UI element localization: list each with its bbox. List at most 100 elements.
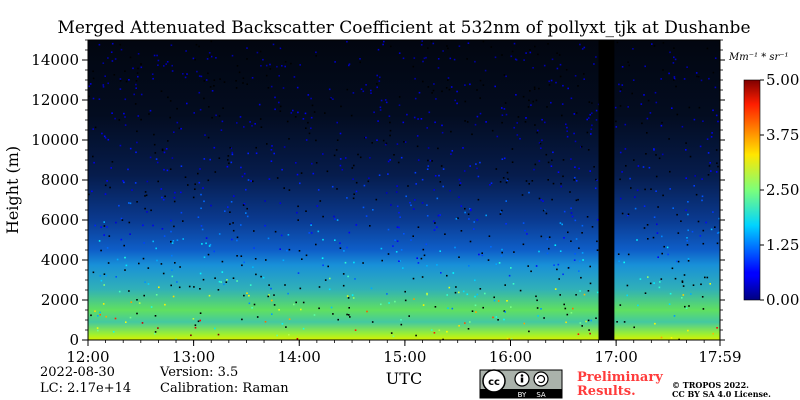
- speckle-point: [160, 263, 163, 265]
- speckle-point: [173, 200, 176, 203]
- speckle-point: [129, 147, 132, 150]
- speckle-point: [451, 150, 454, 152]
- speckle-point: [467, 42, 470, 44]
- speckle-point: [337, 318, 339, 321]
- speckle-point: [573, 179, 575, 181]
- speckle-point: [111, 112, 113, 114]
- speckle-point: [208, 294, 211, 297]
- speckle-point: [100, 249, 102, 252]
- speckle-point: [501, 114, 504, 116]
- speckle-point: [355, 224, 358, 226]
- speckle-point: [458, 45, 461, 47]
- speckle-point: [619, 151, 622, 154]
- speckle-point: [246, 47, 248, 49]
- speckle-point: [645, 153, 647, 155]
- speckle-point: [131, 189, 133, 191]
- speckle-point: [281, 168, 283, 171]
- speckle-point: [389, 134, 391, 137]
- speckle-point: [124, 70, 126, 72]
- speckle-point: [161, 196, 163, 199]
- speckle-point: [172, 240, 175, 242]
- cc-license-badge: cc BY SA: [479, 369, 563, 399]
- speckle-point: [505, 200, 507, 202]
- speckle-point: [173, 196, 176, 199]
- speckle-point: [339, 164, 342, 167]
- speckle-point: [336, 188, 338, 190]
- speckle-point: [271, 299, 273, 302]
- speckle-point: [661, 153, 664, 156]
- speckle-point: [287, 234, 290, 236]
- speckle-point: [475, 311, 477, 313]
- speckle-point: [503, 157, 506, 160]
- speckle-point: [398, 96, 401, 98]
- speckle-point: [262, 58, 264, 61]
- speckle-point: [433, 332, 436, 334]
- speckle-point: [102, 62, 105, 64]
- speckle-point: [198, 181, 201, 184]
- speckle-point: [628, 64, 630, 67]
- x-tick-label: 13:00: [172, 348, 215, 366]
- speckle-point: [445, 87, 448, 89]
- speckle-point: [616, 41, 619, 44]
- speckle-point: [359, 61, 361, 64]
- speckle-point: [567, 231, 569, 234]
- speckle-point: [464, 84, 466, 86]
- speckle-point: [416, 257, 418, 259]
- speckle-point: [588, 329, 590, 331]
- speckle-point: [596, 240, 598, 243]
- speckle-point: [545, 212, 548, 215]
- speckle-point: [462, 147, 464, 149]
- speckle-point: [369, 225, 371, 227]
- speckle-point: [109, 186, 111, 189]
- speckle-point: [453, 58, 456, 61]
- speckle-point: [566, 130, 568, 132]
- colorbar-tick-label: 1.25: [766, 236, 799, 254]
- speckle-point: [421, 276, 424, 278]
- speckle-point: [475, 163, 477, 165]
- speckle-point: [627, 253, 630, 256]
- speckle-point: [442, 338, 444, 340]
- speckle-point: [203, 158, 206, 160]
- speckle-point: [297, 272, 300, 274]
- speckle-point: [666, 246, 669, 249]
- speckle-point: [566, 126, 568, 129]
- speckle-point: [552, 182, 555, 185]
- speckle-point: [533, 168, 535, 171]
- speckle-point: [618, 83, 620, 86]
- speckle-point: [430, 40, 433, 43]
- calibration-label: Calibration: Raman: [160, 381, 289, 396]
- speckle-point: [655, 190, 657, 192]
- speckle-point: [640, 103, 643, 105]
- speckle-point: [574, 75, 577, 77]
- speckle-point: [136, 299, 138, 301]
- speckle-point: [190, 334, 192, 337]
- speckle-point: [715, 114, 718, 117]
- speckle-point: [135, 83, 137, 86]
- speckle-point: [438, 174, 440, 177]
- speckle-point: [588, 101, 591, 103]
- speckle-point: [447, 307, 449, 309]
- speckle-point: [671, 267, 674, 270]
- speckle-point: [524, 229, 526, 232]
- speckle-point: [135, 87, 137, 89]
- speckle-point: [214, 171, 217, 173]
- speckle-point: [490, 246, 492, 248]
- speckle-point: [150, 209, 152, 212]
- speckle-point: [273, 294, 275, 296]
- speckle-point: [587, 149, 590, 151]
- speckle-point: [389, 121, 391, 124]
- speckle-point: [506, 179, 508, 182]
- speckle-point: [512, 283, 515, 285]
- colorbar-tick-label: 2.50: [766, 181, 799, 199]
- chart-title: Merged Attenuated Backscatter Coefficien…: [57, 18, 750, 38]
- speckle-point: [436, 264, 438, 266]
- speckle-point: [129, 316, 132, 319]
- speckle-point: [560, 185, 562, 188]
- speckle-point: [712, 109, 714, 112]
- speckle-point: [426, 293, 428, 296]
- speckle-point: [466, 58, 468, 60]
- speckle-point: [107, 138, 110, 141]
- speckle-point: [145, 194, 148, 197]
- speckle-point: [209, 86, 212, 88]
- colorbar-tick-label: 5.00: [766, 71, 799, 89]
